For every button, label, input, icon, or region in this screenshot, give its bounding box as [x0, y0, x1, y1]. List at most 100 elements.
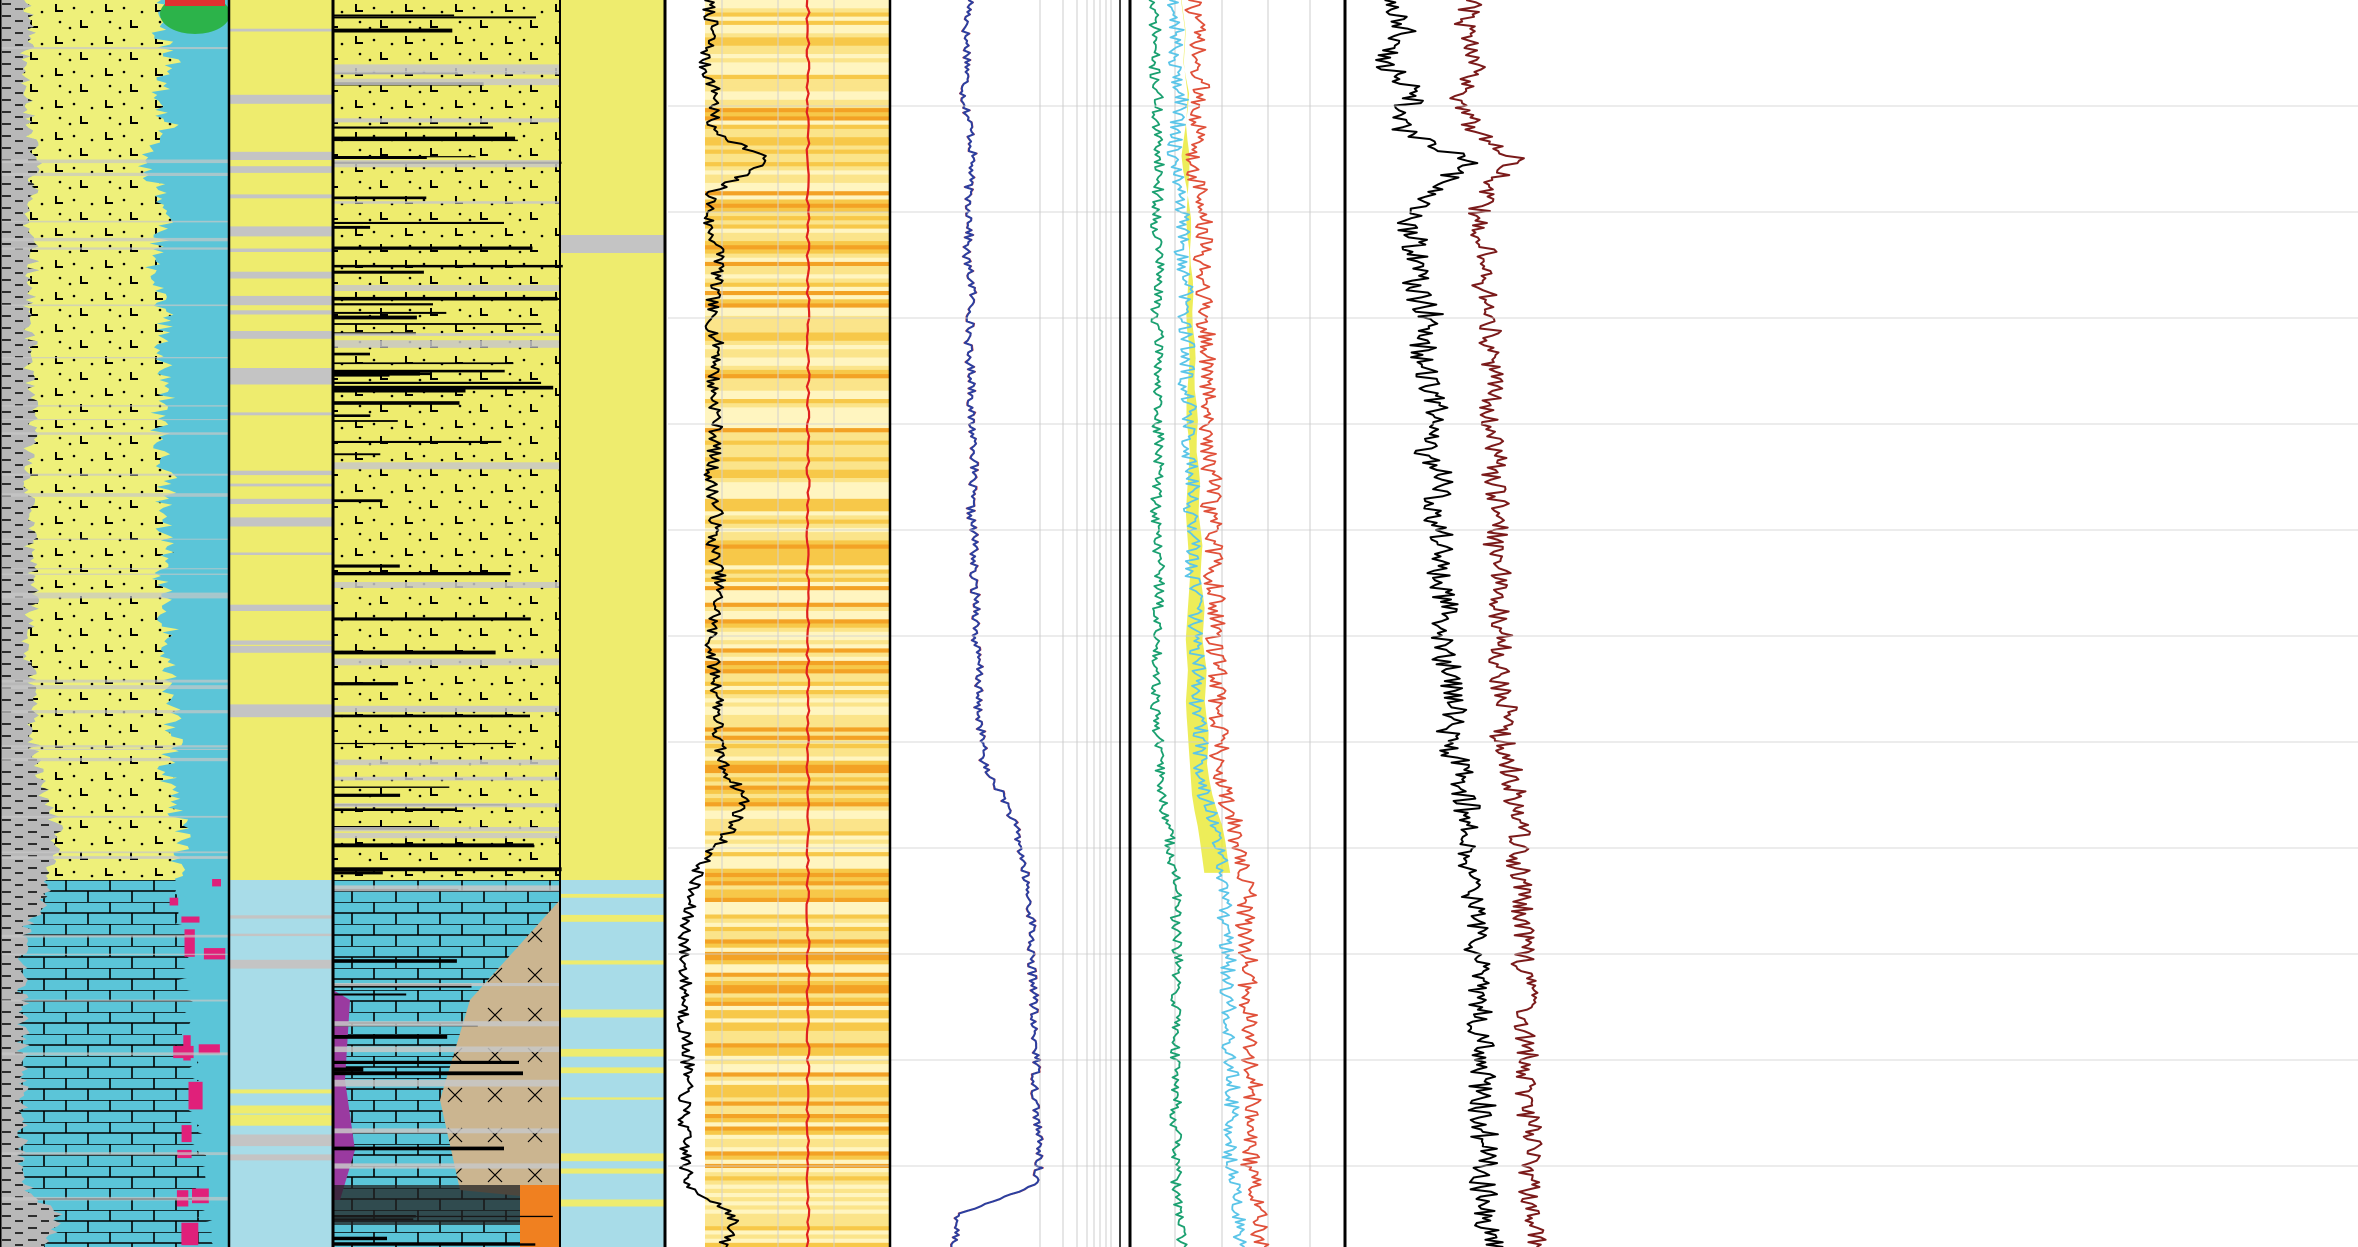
- heatmap-band: [705, 690, 890, 695]
- heatmap-band: [705, 91, 890, 97]
- heatmap-band: [705, 656, 890, 662]
- heatmap-band: [705, 407, 890, 413]
- heatmap-band: [705, 1130, 890, 1136]
- bed-line: [0, 159, 230, 164]
- heatmap-band: [705, 494, 890, 500]
- heatmap-band: [705, 1064, 890, 1069]
- red-curve: [805, 0, 811, 1247]
- track3-bed: [333, 64, 560, 72]
- heatmap-band: [705, 336, 890, 342]
- column2-bed: [230, 483, 333, 487]
- heatmap-band: [705, 598, 890, 604]
- heatmap-band: [705, 153, 890, 159]
- heatmap-band: [705, 906, 890, 911]
- heatmap-band: [705, 839, 890, 845]
- bed-line: [0, 573, 230, 575]
- heatmap-band: [705, 706, 890, 712]
- track3-bed: [333, 885, 560, 892]
- shale-streak: [333, 867, 562, 872]
- track3-bed: [333, 71, 560, 75]
- heatmap-band: [705, 868, 890, 874]
- heatmap-band: [705, 382, 890, 388]
- shale-streak: [333, 196, 427, 200]
- heatmap-band: [705, 831, 890, 836]
- shale-streak: [333, 311, 447, 314]
- heatmap-band: [705, 623, 890, 629]
- heatmap-band: [705, 207, 890, 213]
- heatmap-band: [705, 1201, 890, 1206]
- heatmap-band: [705, 432, 890, 437]
- track3-bed: [333, 776, 560, 781]
- track3-bed: [333, 1163, 560, 1169]
- heatmap-band: [705, 332, 890, 338]
- column4-bed: [560, 235, 665, 253]
- heatmap-band: [705, 781, 890, 787]
- heatmap-band: [705, 257, 890, 263]
- column2-bed: [230, 498, 333, 504]
- shale-streak: [333, 370, 444, 372]
- heatmap-band: [705, 99, 890, 105]
- heatmap-band: [705, 158, 890, 163]
- heatmap-band: [705, 536, 890, 541]
- bed-line: [0, 304, 230, 307]
- heatmap-band: [705, 345, 890, 350]
- column4-bed: [560, 960, 665, 965]
- gamma-ray-curve: [676, 0, 767, 1247]
- shale-streak: [333, 414, 371, 417]
- column2-bed: [230, 295, 333, 306]
- heatmap-band: [705, 569, 890, 575]
- heatmap-band: [705, 216, 890, 221]
- shale-streak: [333, 296, 558, 301]
- track3-bed: [333, 462, 560, 470]
- shale-streak: [333, 381, 542, 384]
- heatmap-band: [705, 1014, 890, 1019]
- heatmap-band: [705, 149, 890, 155]
- heatmap-band: [705, 286, 890, 292]
- shale-streak: [333, 156, 427, 159]
- heatmap-band: [705, 74, 890, 80]
- heatmap-band: [705, 66, 890, 72]
- shale-streak: [333, 682, 399, 686]
- heatmap-band: [705, 627, 890, 633]
- heatmap-band: [705, 498, 890, 504]
- shale-streak: [333, 993, 407, 996]
- heatmap-band: [705, 37, 890, 43]
- heatmap-band: [705, 652, 890, 658]
- heatmap-band: [705, 897, 890, 903]
- heatmap-band: [705, 324, 890, 329]
- heatmap-band: [705, 419, 890, 425]
- column2-bed: [230, 94, 333, 104]
- heatmap-band: [705, 29, 890, 34]
- heatmap-band: [705, 236, 890, 242]
- heatmap-band: [705, 877, 890, 882]
- column4-lower: [560, 880, 665, 1247]
- column2-bed: [230, 645, 333, 653]
- heatmap-band: [705, 889, 890, 895]
- heatmap-band: [705, 872, 890, 878]
- heatmap-band: [705, 1209, 890, 1215]
- shale-streak: [333, 221, 504, 224]
- gas-marker: [160, 0, 230, 34]
- shale-streak: [333, 352, 370, 356]
- shale-streak: [333, 139, 518, 142]
- bed-line: [0, 679, 230, 683]
- heatmap-band: [705, 199, 890, 205]
- bed-line: [0, 592, 230, 596]
- heatmap-band: [705, 461, 890, 467]
- porosity-cyan-curve: [1166, 0, 1247, 1247]
- bed-line: [0, 1052, 230, 1056]
- bed-line: [0, 595, 230, 599]
- heatmap-band: [705, 798, 890, 803]
- heatmap-band: [705, 1188, 890, 1194]
- shale-streak: [333, 714, 530, 718]
- heatmap-band: [705, 1076, 890, 1082]
- heatmap-band: [705, 128, 890, 134]
- heatmap-band: [705, 448, 890, 454]
- heatmap-band: [705, 926, 890, 932]
- heatmap-band: [705, 1159, 890, 1165]
- heatmap-band: [705, 182, 890, 188]
- calcite-spike: [169, 897, 179, 906]
- column4-bed: [560, 1199, 665, 1207]
